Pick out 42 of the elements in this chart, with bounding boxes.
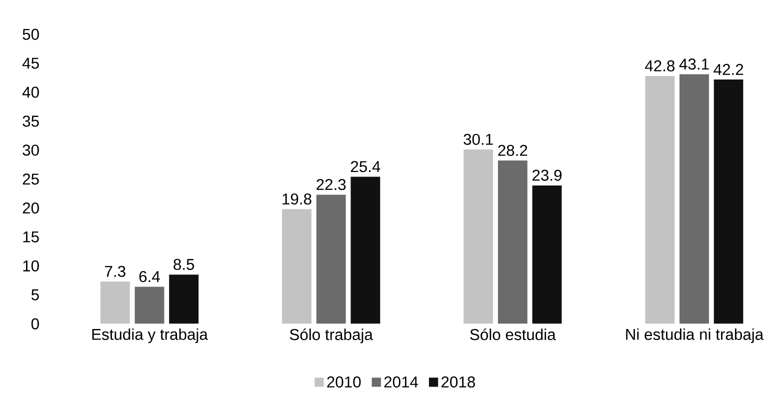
legend-label: 2010 — [327, 376, 361, 388]
bar — [350, 176, 380, 324]
bar — [316, 194, 346, 324]
data-label: 8.5 — [174, 258, 194, 270]
y-tick-label: 25 — [22, 173, 39, 184]
x-tick-label: Ni estudia ni trabaja — [626, 328, 764, 343]
data-label: 30.1 — [464, 134, 493, 145]
y-tick-label: 5 — [31, 289, 39, 300]
data-label: 7.3 — [105, 266, 126, 277]
data-label: 28.2 — [498, 144, 528, 156]
data-label: 25.4 — [350, 160, 380, 172]
data-label: 42.2 — [714, 64, 744, 75]
y-tick-label: 10 — [23, 260, 39, 272]
data-label: 23.9 — [532, 170, 562, 181]
bar — [714, 79, 744, 324]
data-label: 42.8 — [644, 60, 674, 72]
data-label: 43.1 — [679, 58, 709, 70]
bar — [282, 209, 312, 324]
y-tick-label: 15 — [23, 231, 39, 242]
bar — [680, 74, 709, 324]
bar — [498, 160, 528, 324]
y-tick-label: 40 — [22, 86, 39, 98]
y-tick-label: 50 — [22, 28, 39, 40]
y-tick-label: 0 — [31, 318, 39, 330]
data-label: 6.4 — [139, 270, 160, 282]
bar — [134, 286, 164, 324]
data-label: 19.8 — [282, 193, 312, 204]
bar — [464, 149, 494, 324]
bar — [169, 274, 199, 324]
x-tick-label: Sólo trabaja — [290, 328, 373, 344]
y-tick-label: 20 — [22, 202, 39, 214]
bar — [645, 76, 675, 324]
x-tick-label: Sólo estudia — [470, 328, 556, 340]
y-tick-label: 45 — [22, 58, 39, 69]
y-tick-label: 30 — [22, 144, 39, 156]
bar — [100, 281, 130, 324]
legend-label: 2014 — [384, 376, 418, 388]
legend-label: 2018 — [442, 376, 475, 388]
y-tick-label: 35 — [22, 115, 39, 127]
bar — [532, 185, 562, 324]
data-label: 22.3 — [316, 178, 346, 190]
x-tick-label: Estudia y trabaja — [92, 328, 208, 343]
